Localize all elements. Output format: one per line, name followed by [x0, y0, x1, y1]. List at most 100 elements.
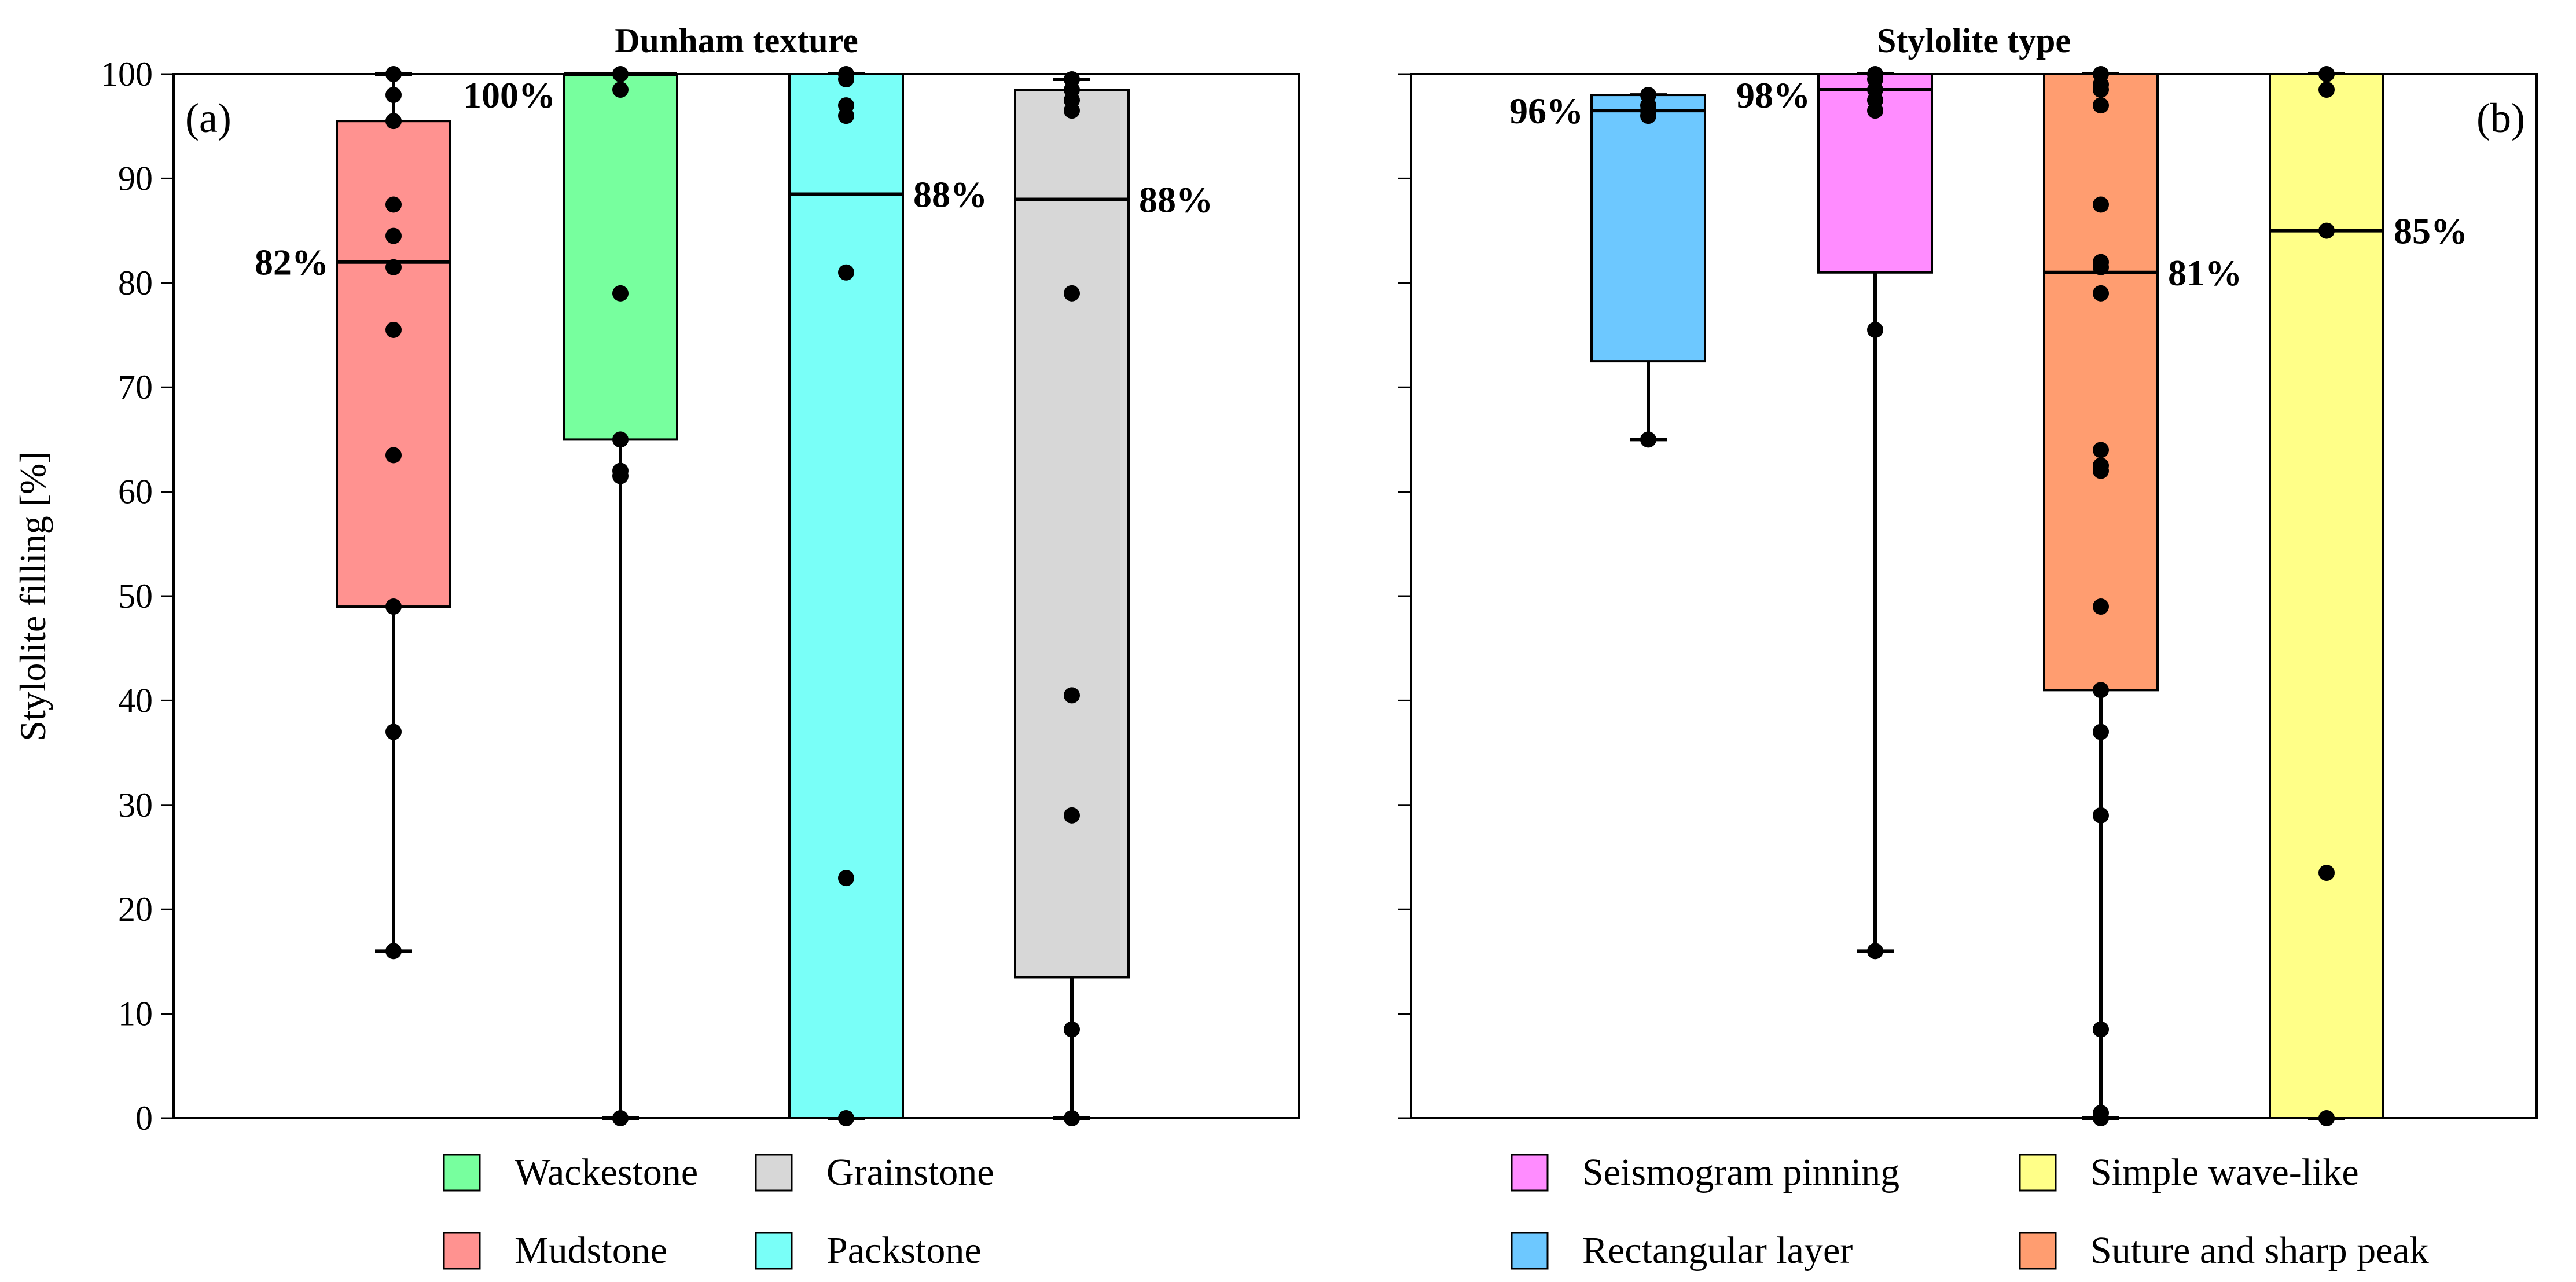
box-rectangular-layer: 96% [1509, 87, 1706, 448]
median-label: 81% [2168, 252, 2242, 293]
median-label: 88% [913, 174, 987, 215]
y-tick-label: 0 [135, 1099, 153, 1137]
legend-swatch [1511, 1154, 1549, 1192]
y-tick-label: 60 [118, 473, 153, 511]
legend-label: Seismogram pinning [1582, 1151, 1899, 1193]
panel-b: Stylolite type 96% 98% 81% 85% (b) Seismogram … [1398, 21, 2538, 1272]
median-label: 85% [2394, 211, 2468, 252]
legend-swatch [2019, 1154, 2057, 1192]
legend-label: Simple wave-like [2090, 1151, 2359, 1193]
box-seismogram-pinning: 98% [1736, 66, 1933, 960]
data-point [385, 196, 402, 213]
median-label: 100% [463, 75, 556, 116]
plot-frame [1410, 73, 2538, 1119]
data-point [385, 227, 402, 244]
data-point [385, 321, 402, 338]
box-mudstone: 82% [255, 66, 451, 960]
data-point [2093, 259, 2109, 275]
legend-label: Wackestone [515, 1151, 698, 1193]
legend-swatch [1511, 1232, 1549, 1270]
data-point [838, 264, 854, 281]
data-point [2093, 723, 2109, 740]
box-packstone: 88% [788, 66, 987, 1126]
y-tick-label: 20 [118, 890, 153, 928]
data-point [1064, 687, 1080, 704]
data-point [385, 447, 402, 464]
median-label: 98% [1736, 75, 1810, 116]
box-suture-and-sharp-peak: 81% [2043, 66, 2242, 1126]
median-label: 96% [1509, 90, 1583, 131]
box-iqr [563, 73, 678, 441]
legend-label: Packstone [826, 1229, 982, 1272]
y-tick-label: 30 [118, 786, 153, 824]
data-point [612, 82, 629, 98]
data-point [612, 468, 629, 484]
data-point [1867, 943, 1883, 960]
median-label: 82% [255, 242, 329, 283]
data-point [385, 723, 402, 740]
data-point [2093, 682, 2109, 699]
data-point [1640, 108, 1656, 124]
y-tick-label: 40 [118, 681, 153, 719]
plot-frame [172, 73, 1300, 1119]
box-iqr [1590, 94, 1706, 363]
data-point [2318, 82, 2335, 98]
y-tick-label: 10 [118, 995, 153, 1033]
data-point [612, 285, 629, 302]
data-point [1064, 807, 1080, 824]
legend-label: Suture and sharp peak [2090, 1229, 2429, 1272]
legend-swatch [755, 1232, 793, 1270]
data-point [385, 943, 402, 960]
panel-label: (b) [2476, 95, 2525, 141]
legend-swatch [755, 1154, 793, 1192]
y-axis-label: Stylolite filling [%] [12, 451, 53, 741]
legend: Seismogram pinning Simple wave-like Rectan… [1511, 1151, 2429, 1272]
data-point [385, 87, 402, 104]
data-point [385, 259, 402, 275]
y-tick-label: 80 [118, 264, 153, 302]
box-simple-wave-like: 85% [2269, 66, 2468, 1126]
chart-title: Stylolite type [1877, 21, 2071, 60]
data-point [1064, 285, 1080, 302]
data-point [2093, 97, 2109, 114]
data-point [1640, 431, 1656, 448]
y-tick-label: 90 [118, 159, 153, 197]
box-iqr [2043, 73, 2159, 692]
legend-label: Rectangular layer [1582, 1229, 1853, 1272]
data-point [2093, 598, 2109, 615]
data-point [2318, 222, 2335, 239]
data-point [838, 870, 854, 887]
legend-swatch [2019, 1232, 2057, 1270]
y-tick-label: 70 [118, 368, 153, 406]
data-point [612, 431, 629, 448]
legend-label: Grainstone [826, 1151, 994, 1193]
data-point [385, 113, 402, 130]
legend: Wackestone Grainstone Mudstone Packstone [443, 1151, 994, 1272]
data-point [1867, 321, 1883, 338]
data-point [838, 71, 854, 88]
box-grainstone: 88% [1014, 71, 1213, 1126]
legend-swatch [443, 1232, 481, 1270]
y-tick-label: 50 [118, 577, 153, 615]
data-point [385, 598, 402, 615]
box-iqr [1014, 89, 1130, 979]
data-point [2318, 865, 2335, 881]
data-point [2093, 1021, 2109, 1038]
data-point [2093, 196, 2109, 213]
chart-title: Dunham texture [615, 21, 858, 60]
data-point [2093, 285, 2109, 302]
data-point [1064, 1021, 1080, 1038]
data-point [1867, 102, 1883, 119]
y-tick-label: 100 [101, 55, 153, 93]
box-wackestone: 100% [463, 66, 678, 1126]
legend-label: Mudstone [515, 1229, 667, 1272]
panel-label: (a) [185, 95, 231, 141]
median-label: 88% [1139, 179, 1213, 220]
box-iqr [336, 120, 451, 608]
panel-a: Dunham texture 0 10 20 30 40 50 60 70 80 90 100 Styl… [12, 21, 1300, 1272]
data-point [2093, 807, 2109, 824]
data-point [2093, 462, 2109, 479]
data-point [2093, 442, 2109, 458]
data-point [1064, 102, 1080, 119]
